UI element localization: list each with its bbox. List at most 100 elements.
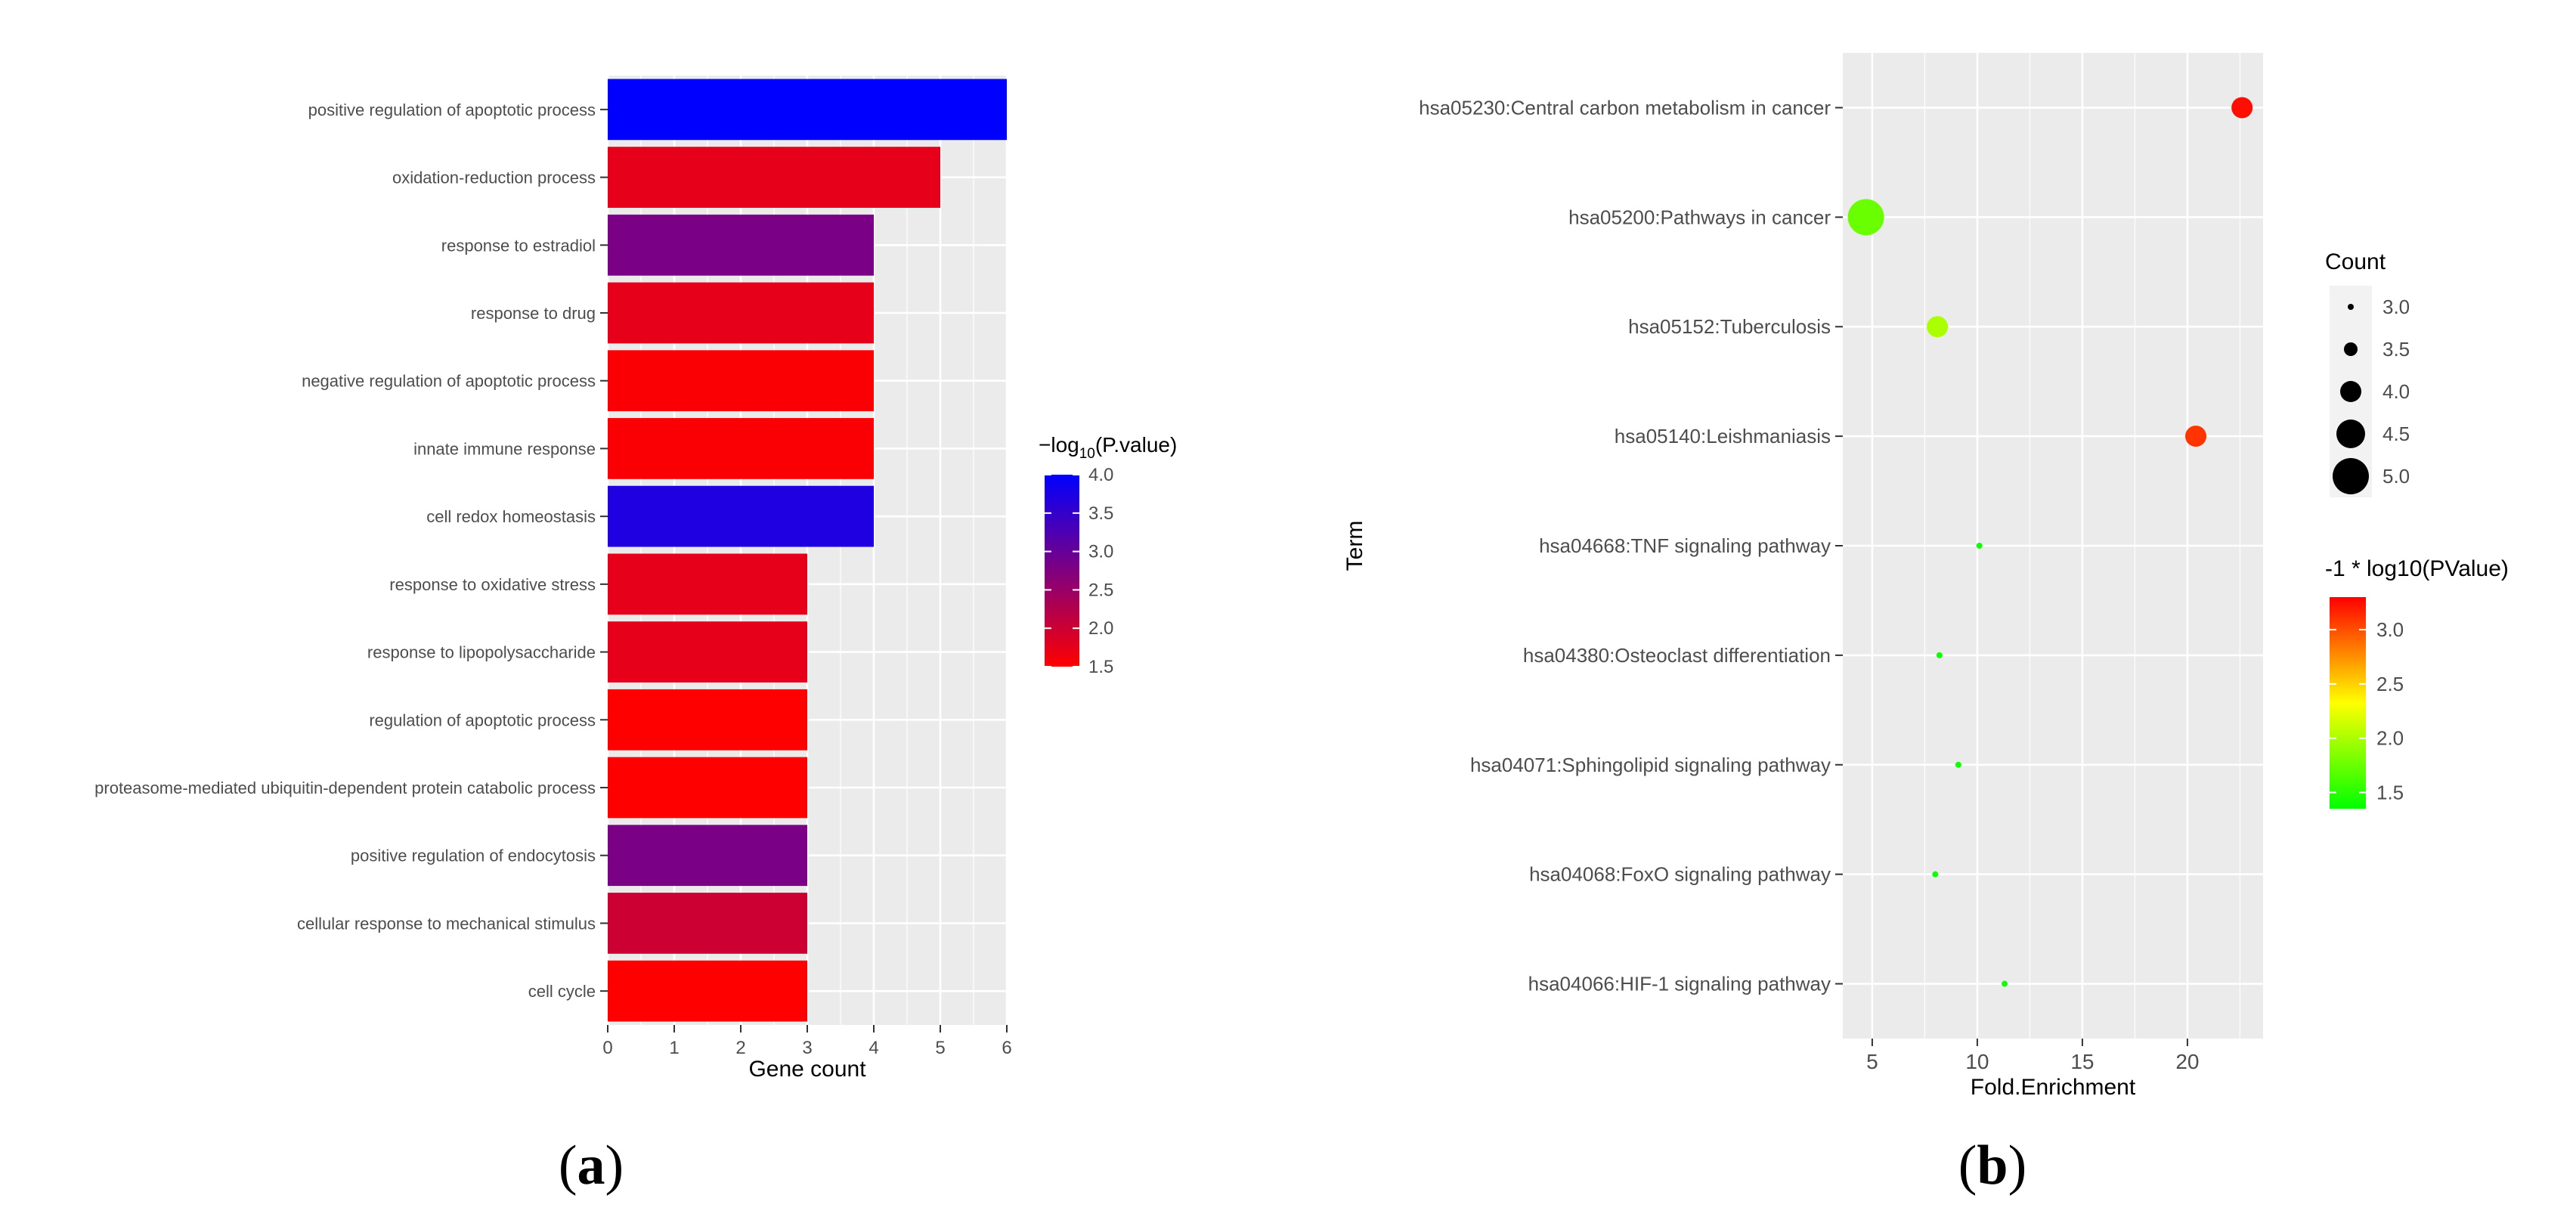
size-legend-dot bbox=[2344, 342, 2358, 356]
x-tick-label: 10 bbox=[1965, 1050, 1989, 1073]
x-tick-label: 5 bbox=[935, 1038, 945, 1058]
bar bbox=[608, 147, 940, 208]
size-legend-title: Count bbox=[2325, 249, 2386, 274]
x-ticks-b: 5 10 15 20 bbox=[1866, 1039, 2199, 1073]
legend-title-subscript: 10 bbox=[1079, 446, 1095, 462]
legend-tick-label: 2.5 bbox=[1088, 580, 1113, 600]
panel-label-b: (b) bbox=[1958, 1135, 2026, 1197]
data-point bbox=[1927, 316, 1949, 338]
category-label: oxidation-reduction process bbox=[392, 169, 596, 187]
x-tick-label: 4 bbox=[868, 1038, 878, 1058]
size-legend-label: 3.0 bbox=[2382, 296, 2410, 318]
size-legend-label: 4.5 bbox=[2382, 423, 2410, 445]
category-label: innate immune response bbox=[413, 439, 596, 458]
category-label: hsa05152:Tuberculosis bbox=[1628, 315, 1831, 338]
y-axis-title-b: Term bbox=[1342, 521, 1367, 571]
data-point bbox=[1936, 652, 1943, 658]
data-point bbox=[2231, 97, 2253, 119]
legend-tick-label: 1.5 bbox=[2376, 781, 2404, 803]
color-legend-title-b: -1 * log10(PValue) bbox=[2325, 556, 2509, 581]
category-label: hsa05200:Pathways in cancer bbox=[1568, 206, 1831, 228]
x-ticks-a: 0 1 2 3 4 5 6 bbox=[602, 1025, 1012, 1058]
bar bbox=[608, 825, 807, 887]
category-label: response to oxidative stress bbox=[389, 575, 596, 594]
legend-title-suffix: (P.value) bbox=[1095, 433, 1177, 457]
legend-tick-label: 3.5 bbox=[1088, 503, 1113, 524]
bar-chart-go-terms: positive regulation of apoptotic process… bbox=[94, 76, 1177, 1197]
category-label: hsa04071:Sphingolipid signaling pathway bbox=[1470, 754, 1831, 776]
bar bbox=[608, 282, 874, 344]
legend-ticks-a: 4.0 3.5 3.0 2.5 2.0 1.5 bbox=[1045, 465, 1113, 677]
bar bbox=[608, 960, 807, 1022]
category-label: positive regulation of apoptotic process bbox=[308, 101, 596, 119]
x-tick-label: 15 bbox=[2070, 1050, 2094, 1073]
legend-ticks-b: 3.0 2.5 2.0 1.5 bbox=[2330, 618, 2404, 803]
x-axis-title-a: Gene count bbox=[748, 1057, 866, 1082]
x-tick-label: 1 bbox=[669, 1038, 679, 1058]
x-tick-label: 3 bbox=[802, 1038, 812, 1058]
category-label: hsa04668:TNF signaling pathway bbox=[1539, 534, 1831, 557]
legend-tick-label: 3.0 bbox=[1088, 542, 1113, 562]
size-legend-dot bbox=[2340, 381, 2361, 402]
bar bbox=[608, 553, 807, 615]
category-label: positive regulation of endocytosis bbox=[351, 847, 596, 865]
category-label: response to lipopolysaccharide bbox=[367, 643, 596, 662]
size-legend-items: 3.0 3.5 4.0 4.5 5.0 bbox=[2330, 286, 2410, 497]
points-b bbox=[1847, 97, 2253, 987]
x-tick-label: 6 bbox=[1002, 1038, 1011, 1058]
color-legend-a: −log10(P.value) 4.0 3.5 3.0 2.5 2.0 1.5 bbox=[1039, 433, 1177, 677]
size-legend-b: Count 3.0 3.5 4.0 4.5 5.0 bbox=[2325, 249, 2410, 497]
legend-tick-label: 2.0 bbox=[2376, 727, 2404, 750]
bar bbox=[608, 485, 874, 547]
size-legend-dot bbox=[2336, 420, 2365, 448]
category-labels-a: positive regulation of apoptotic process… bbox=[94, 101, 608, 1001]
legend-tick-label: 2.5 bbox=[2376, 673, 2404, 695]
category-label: proteasome-mediated ubiquitin-dependent … bbox=[94, 779, 596, 797]
category-label: negative regulation of apoptotic process bbox=[302, 372, 596, 391]
size-legend-dot bbox=[2348, 304, 2354, 310]
x-tick-label: 0 bbox=[602, 1038, 612, 1058]
legend-title-prefix: −log bbox=[1039, 433, 1079, 457]
category-label: cell redox homeostasis bbox=[426, 507, 596, 526]
bar bbox=[608, 418, 874, 479]
category-labels-b: hsa05230:Central carbon metabolism in ca… bbox=[1419, 96, 1843, 995]
size-legend-label: 3.5 bbox=[2382, 338, 2410, 361]
x-tick-label: 20 bbox=[2175, 1050, 2199, 1073]
legend-tick-label: 1.5 bbox=[1088, 657, 1113, 677]
category-label: response to estradiol bbox=[441, 236, 596, 255]
category-label: hsa05140:Leishmaniasis bbox=[1615, 425, 1831, 447]
data-point bbox=[2002, 980, 2008, 987]
bar bbox=[608, 757, 807, 819]
legend-tick-label: 3.0 bbox=[2376, 618, 2404, 641]
data-point bbox=[2185, 426, 2207, 447]
bar bbox=[608, 689, 807, 751]
x-axis-title-b: Fold.Enrichment bbox=[1971, 1075, 2136, 1100]
color-legend-b: -1 * log10(PValue) 3.0 2.5 2.0 1.5 bbox=[2325, 556, 2509, 809]
data-point bbox=[1932, 871, 1939, 878]
category-label: hsa04066:HIF-1 signaling pathway bbox=[1528, 973, 1831, 995]
x-tick-label: 2 bbox=[735, 1038, 745, 1058]
size-legend-label: 4.0 bbox=[2382, 380, 2410, 403]
data-point bbox=[1955, 761, 1961, 768]
size-legend-label: 5.0 bbox=[2382, 465, 2410, 488]
bar bbox=[608, 893, 807, 954]
legend-tick-label: 2.0 bbox=[1088, 618, 1113, 639]
bars-a bbox=[608, 79, 1007, 1022]
bar bbox=[608, 350, 874, 412]
category-label: regulation of apoptotic process bbox=[369, 711, 596, 729]
panel-label-a: (a) bbox=[559, 1135, 624, 1197]
x-tick-label: 5 bbox=[1866, 1050, 1878, 1073]
panel-label-a-letter: a bbox=[577, 1135, 605, 1197]
panel-label-b-letter: b bbox=[1977, 1135, 2008, 1197]
category-label: cell cycle bbox=[528, 982, 596, 1001]
bar bbox=[608, 621, 807, 683]
category-label: hsa04068:FoxO signaling pathway bbox=[1529, 863, 1831, 886]
dot-chart-kegg-pathways: hsa05230:Central carbon metabolism in ca… bbox=[1342, 53, 2509, 1197]
legend-colorbar-b bbox=[2330, 597, 2366, 809]
legend-colorbar-a bbox=[1045, 475, 1079, 667]
legend-tick-label: 4.0 bbox=[1088, 465, 1113, 485]
category-label: hsa04380:Osteoclast differentiation bbox=[1523, 644, 1831, 667]
size-legend-dot bbox=[2333, 458, 2369, 494]
data-point bbox=[1976, 543, 1983, 549]
